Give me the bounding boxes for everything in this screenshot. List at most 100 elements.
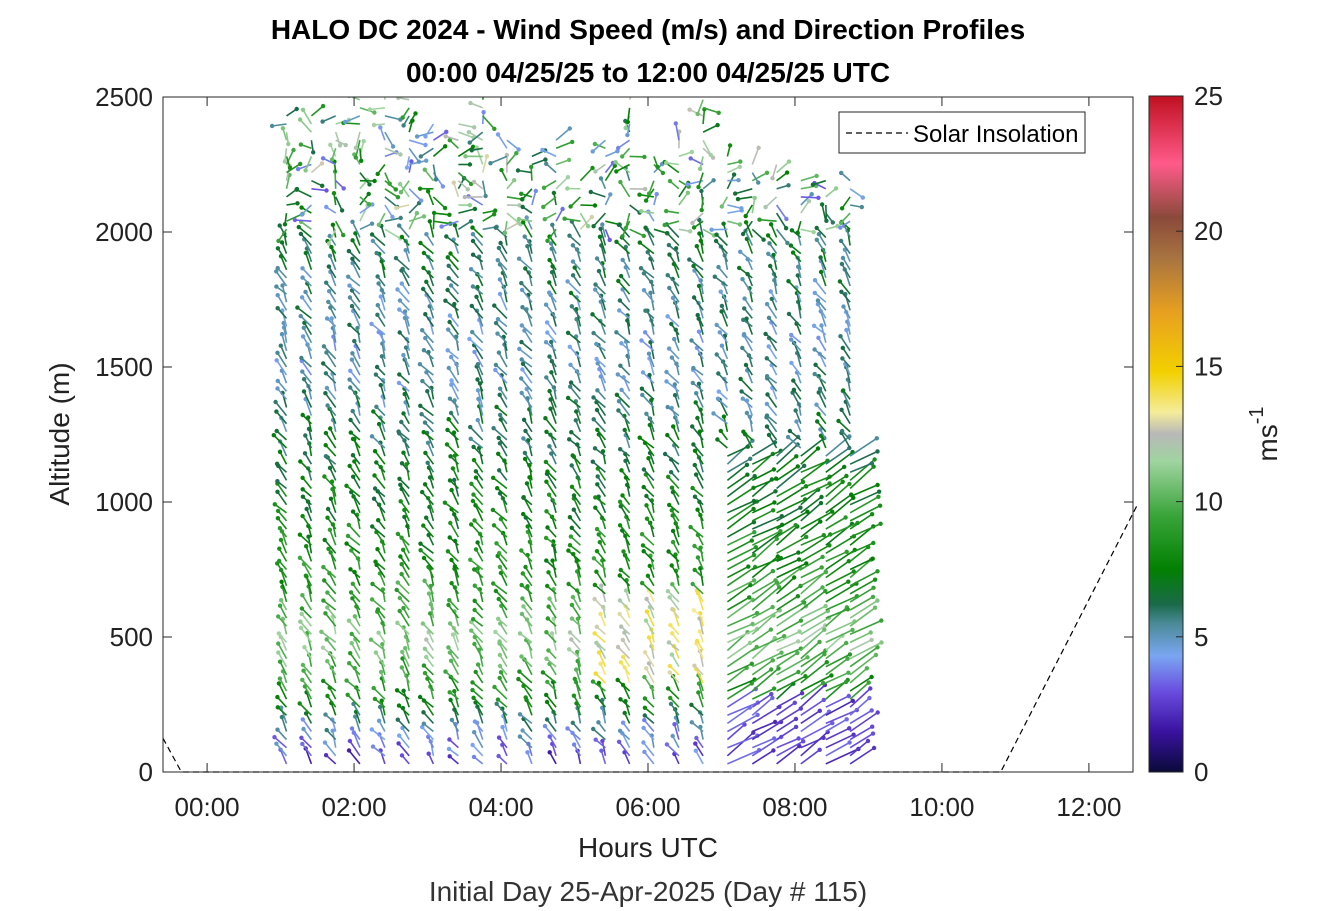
wind-barb xyxy=(547,571,557,587)
wind-barb xyxy=(296,306,312,320)
wind-barb-head xyxy=(402,514,407,520)
wind-barb xyxy=(297,163,312,170)
wind-barb xyxy=(481,156,488,173)
wind-barb xyxy=(458,123,475,129)
wind-barb-head xyxy=(744,462,750,467)
wind-barb xyxy=(454,455,460,473)
wind-barb-head xyxy=(500,724,505,730)
wind-barb-head xyxy=(617,308,622,313)
wind-barb xyxy=(470,268,484,279)
wind-barb xyxy=(276,562,288,579)
wind-barb-head xyxy=(294,106,299,112)
wind-barb xyxy=(286,163,301,174)
wind-barb xyxy=(695,643,704,659)
wind-barb-head xyxy=(443,669,448,674)
wind-barb-head xyxy=(695,111,700,117)
wind-barb-head xyxy=(418,541,423,546)
wind-barb-head xyxy=(423,142,428,148)
wind-barb-head xyxy=(422,670,428,676)
wind-barb-head xyxy=(733,191,738,196)
wind-barb-head xyxy=(495,317,501,322)
wind-barb xyxy=(478,447,484,465)
wind-barb xyxy=(322,566,337,579)
wind-barb xyxy=(840,291,851,303)
wind-barb xyxy=(596,409,607,425)
wind-barb-head xyxy=(475,540,480,545)
wind-barb xyxy=(825,671,849,684)
wind-barb-head xyxy=(614,169,619,174)
wind-barb xyxy=(324,539,337,554)
wind-barb-head xyxy=(594,694,599,699)
wind-barb-head xyxy=(324,280,329,285)
wind-barb xyxy=(751,651,782,668)
wind-barb xyxy=(349,370,361,384)
wind-barb-head xyxy=(517,631,523,636)
wind-barb xyxy=(817,337,827,352)
wind-barb xyxy=(698,683,704,700)
wind-barb-head xyxy=(621,654,626,660)
wind-barb xyxy=(817,392,827,408)
wind-barb xyxy=(727,500,755,514)
wind-barb-head xyxy=(502,230,508,236)
wind-barb-head xyxy=(595,388,600,393)
wind-barb-head xyxy=(690,424,695,429)
wind-barb xyxy=(334,196,343,211)
wind-barb-head xyxy=(672,382,677,387)
wind-barb xyxy=(751,697,773,716)
wind-barb-head xyxy=(399,281,404,286)
wind-barb-head xyxy=(370,202,375,207)
wind-barb xyxy=(401,651,410,668)
wind-barb-head xyxy=(379,698,384,703)
wind-barb xyxy=(800,649,826,668)
wind-barb xyxy=(525,699,533,716)
wind-barb xyxy=(727,546,757,563)
wind-barb-head xyxy=(838,225,843,230)
wind-barb xyxy=(472,744,484,757)
wind-barb-head xyxy=(789,332,794,338)
wind-barb-head xyxy=(369,321,374,327)
wind-barb xyxy=(449,522,460,538)
wind-barb xyxy=(849,558,872,579)
wind-barb-head xyxy=(618,697,623,702)
wind-barb-head xyxy=(277,223,282,228)
wind-barb xyxy=(800,749,821,765)
wind-barb-head xyxy=(776,666,781,671)
wind-barb xyxy=(332,336,337,351)
wind-barb xyxy=(629,228,645,237)
y-axis-label: Altitude (m) xyxy=(44,362,75,505)
wind-barb xyxy=(471,681,484,692)
wind-barb-head xyxy=(761,237,766,242)
wind-barb-head xyxy=(522,456,528,462)
wind-barb-head xyxy=(740,277,745,282)
wind-barb xyxy=(299,702,312,716)
wind-barb xyxy=(776,702,796,716)
wind-barb-head xyxy=(617,499,623,504)
wind-barb-head xyxy=(794,454,799,459)
wind-barb xyxy=(816,239,827,255)
wind-barb xyxy=(453,514,460,530)
wind-barb xyxy=(694,743,704,757)
wind-barb-head xyxy=(321,678,326,684)
wind-barb xyxy=(776,726,797,741)
wind-barb-head xyxy=(739,389,744,394)
wind-barb xyxy=(626,320,631,335)
wind-barb-head xyxy=(774,536,779,541)
wind-barb-head xyxy=(765,233,771,238)
wind-barb xyxy=(849,462,873,474)
wind-barb xyxy=(306,344,313,360)
wind-barb-head xyxy=(763,204,768,210)
wind-barb xyxy=(285,174,291,189)
wind-barb xyxy=(788,313,802,328)
wind-barb xyxy=(384,131,394,147)
wind-barb xyxy=(348,284,361,295)
wind-barb xyxy=(816,420,827,433)
wind-barb xyxy=(702,124,718,133)
wind-barb-head xyxy=(764,356,769,361)
wind-barb xyxy=(448,418,460,433)
wind-barb-head xyxy=(551,616,556,622)
wind-barb-head xyxy=(838,238,844,244)
wind-barb-head xyxy=(867,695,872,701)
colorbar-tick-label: 5 xyxy=(1194,622,1208,652)
wind-barb-head xyxy=(402,309,408,314)
